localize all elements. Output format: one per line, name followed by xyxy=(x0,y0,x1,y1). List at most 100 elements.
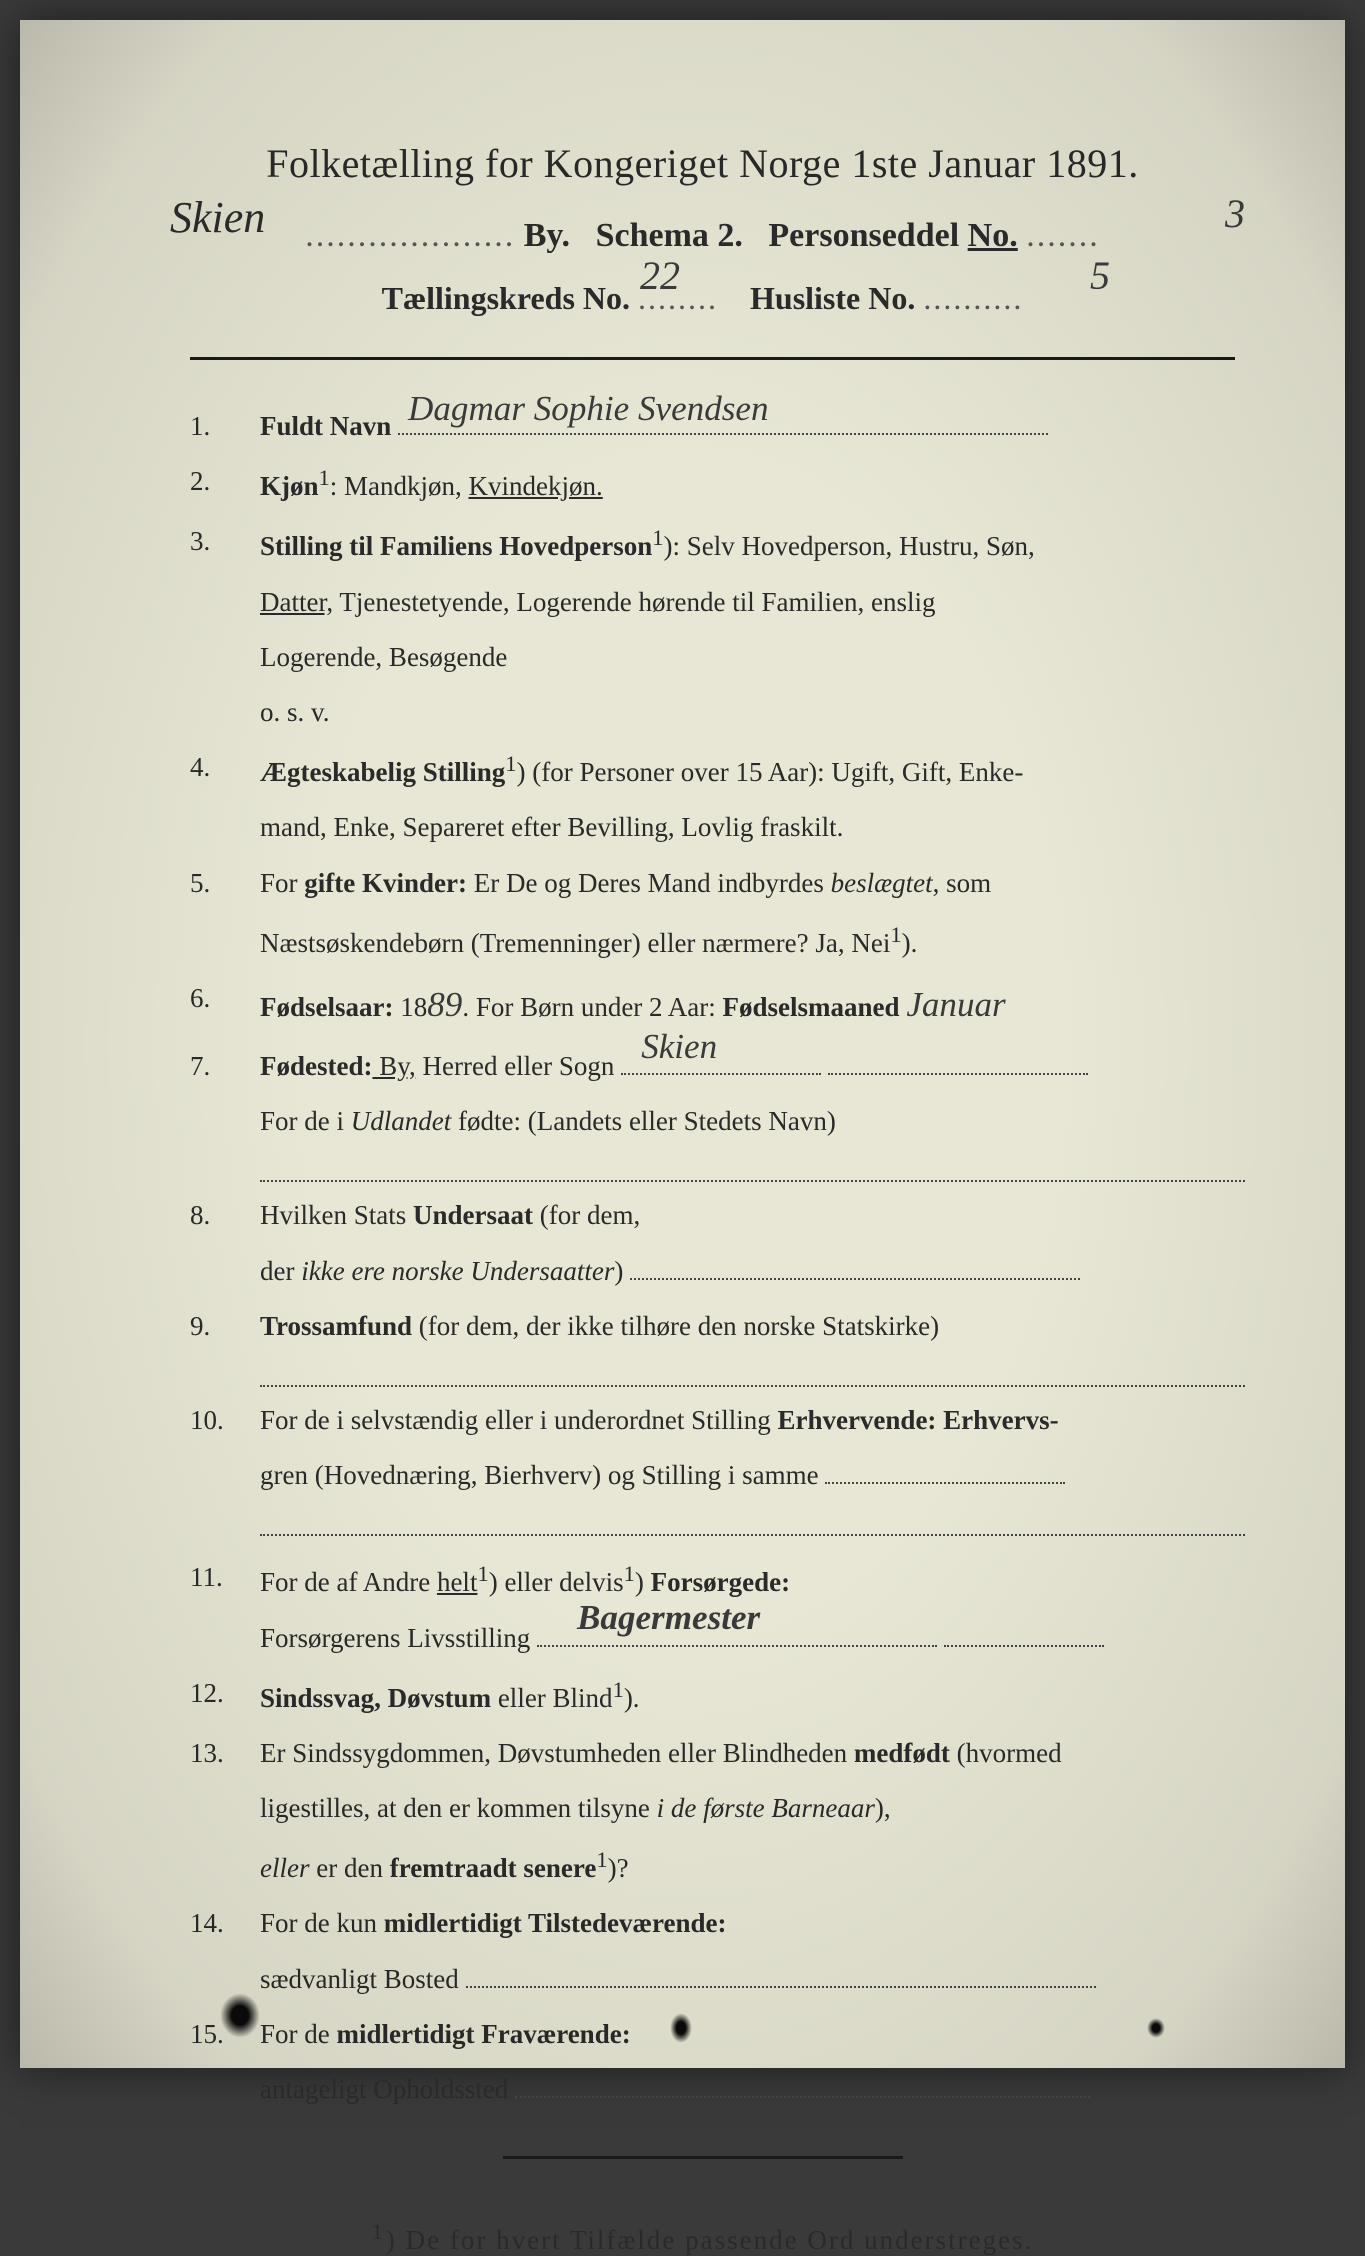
item-12: 12. Sindssvag, Døvstum eller Blind1). xyxy=(160,1672,1245,1720)
item-5-cont: Næstsøskendebørn (Tremenninger) eller næ… xyxy=(160,917,1245,965)
item-3-cont3: o. s. v. xyxy=(160,691,1245,734)
item-13-c: (hvormed xyxy=(950,1738,1062,1768)
item-5-text: For gifte Kvinder: Er De og Deres Mand i… xyxy=(260,862,1245,905)
item-10-num: 10. xyxy=(190,1399,260,1442)
item-7-line2c: fødte: (Landets eller Stedets Navn) xyxy=(451,1106,836,1136)
schema-label: Schema 2. xyxy=(596,217,743,254)
item-10-a: For de i selvstændig eller i underordnet… xyxy=(260,1405,777,1435)
item-13-a: Er Sindssygdommen, Døvstumheden eller Bl… xyxy=(260,1738,854,1768)
handwritten-husliste-no: 5 xyxy=(1090,252,1110,299)
item-8-2a: der xyxy=(260,1256,301,1286)
item-12-sup: 1 xyxy=(613,1677,624,1702)
item-11-sup2: 1 xyxy=(624,1561,635,1586)
handwritten-month: Januar xyxy=(906,977,1005,1033)
item-9-label: Trossamfund xyxy=(260,1311,412,1341)
footnote-sup: 1 xyxy=(372,2219,386,2244)
item-8-cont: der ikke ere norske Undersaatter) xyxy=(160,1250,1245,1293)
item-6-prefix: 18 xyxy=(393,992,427,1022)
item-14-num: 14. xyxy=(190,1902,260,1945)
item-7-line2a: For de i xyxy=(260,1106,351,1136)
item-3-datter: Datter, xyxy=(260,587,333,617)
dots-prefix: .................... xyxy=(305,217,515,254)
handwritten-city: Skien xyxy=(170,192,265,243)
item-14: 14. For de kun midlertidigt Tilstedevære… xyxy=(160,1902,1245,1945)
handwritten-kreds-no: 22 xyxy=(640,252,680,299)
dotted-line-10 xyxy=(260,1509,1245,1536)
paper-damage-2 xyxy=(670,2013,692,2043)
item-7: 7. Fødested: By, Herred eller Sogn Skien xyxy=(160,1045,1245,1088)
item-8-b: Undersaat xyxy=(413,1200,533,1230)
item-5-c: Er De og Deres Mand indbyrdes xyxy=(467,868,831,898)
item-12-num: 12. xyxy=(190,1672,260,1720)
item-11-b: helt xyxy=(437,1567,478,1597)
item-12-rest: eller Blind xyxy=(491,1683,612,1713)
item-7-num: 7. xyxy=(190,1045,260,1088)
item-4-num: 4. xyxy=(190,746,260,794)
item-4: 4. Ægteskabelig Stilling1) (for Personer… xyxy=(160,746,1245,794)
no-label: No. xyxy=(968,217,1018,254)
dots-husliste: .......... xyxy=(923,280,1023,316)
item-5-b: gifte Kvinder: xyxy=(304,868,467,898)
item-7-label: Fødested: xyxy=(260,1051,372,1081)
dotted-line-9 xyxy=(260,1360,1245,1387)
handwritten-occupation: Bagermester xyxy=(577,1590,760,1646)
item-10-text: For de i selvstændig eller i underordnet… xyxy=(260,1399,1245,1442)
item-3-line1: : Selv Hovedperson, Hustru, Søn, xyxy=(673,531,1035,561)
item-3-label: Stilling til Familiens Hovedperson xyxy=(260,531,652,561)
dots-suffix: ....... xyxy=(1026,217,1100,254)
item-2-rest: : Mandkjøn, xyxy=(330,471,469,501)
item-2-num: 2. xyxy=(190,460,260,508)
item-11-cont: Forsørgerens Livsstilling Bagermester xyxy=(160,1617,1245,1660)
item-8-c: (for dem, xyxy=(533,1200,640,1230)
item-13-cont2: eller er den fremtraadt senere1)? xyxy=(160,1842,1245,1890)
item-7-rest: Herred eller Sogn xyxy=(416,1051,615,1081)
item-12-label: Sindssvag, Døvstum xyxy=(260,1683,491,1713)
item-3-cont1: Datter, Tjenestetyende, Logerende hørend… xyxy=(160,581,1245,624)
husliste-label: Husliste No. xyxy=(750,280,915,316)
item-8-dotted xyxy=(630,1278,1080,1280)
item-13-2b: i de første Barneaar xyxy=(657,1793,875,1823)
item-15-dotted xyxy=(515,2096,1090,2098)
item-2-sup: 1 xyxy=(319,465,330,490)
item-8-num: 8. xyxy=(190,1194,260,1237)
item-6-label2: Fødselsmaaned xyxy=(723,992,900,1022)
item-9-dotted-line xyxy=(160,1360,1245,1387)
item-5-d: beslægtet xyxy=(831,868,933,898)
item-9-text: Trossamfund (for dem, der ikke tilhøre d… xyxy=(260,1305,1245,1348)
handwritten-name: Dagmar Sophie Svendsen xyxy=(408,381,768,437)
item-13-3a: eller xyxy=(260,1853,309,1883)
item-15-a: For de xyxy=(260,2019,337,2049)
item-9-num: 9. xyxy=(190,1305,260,1348)
item-5: 5. For gifte Kvinder: Er De og Deres Man… xyxy=(160,862,1245,905)
item-4-text: Ægteskabelig Stilling1) (for Personer ov… xyxy=(260,746,1245,794)
item-10-b: Erhvervende: Erhvervs- xyxy=(777,1405,1058,1435)
item-3-sup: 1 xyxy=(652,525,663,550)
item-7-cont: For de i Udlandet fødte: (Landets eller … xyxy=(160,1100,1245,1143)
item-14-cont: sædvanligt Bosted xyxy=(160,1958,1245,2001)
item-3-line2rest: Tjenestetyende, Logerende hørende til Fa… xyxy=(333,587,935,617)
item-9: 9. Trossamfund (for dem, der ikke tilhør… xyxy=(160,1305,1245,1348)
item-13-3d: )? xyxy=(608,1853,629,1883)
item-15: 15. For de midlertidigt Fraværende: xyxy=(160,2013,1245,2056)
item-5-line2b: ). xyxy=(902,928,918,958)
item-10: 10. For de i selvstændig eller i underor… xyxy=(160,1399,1245,1442)
item-5-sup: 1 xyxy=(890,922,901,947)
item-14-dotted xyxy=(466,1986,1096,1988)
item-5-e: , som xyxy=(933,868,992,898)
item-3: 3. Stilling til Familiens Hovedperson1):… xyxy=(160,520,1245,568)
item-11-a: For de af Andre xyxy=(260,1567,437,1597)
item-2-label: Kjøn xyxy=(260,471,319,501)
footnote-text: ) De for hvert Tilfælde passende Ord und… xyxy=(386,2225,1033,2255)
handwritten-birthplace: Skien xyxy=(641,1019,717,1075)
item-15-b: midlertidigt Fraværende: xyxy=(337,2019,631,2049)
item-12-text: Sindssvag, Døvstum eller Blind1). xyxy=(260,1672,1245,1720)
item-11-sup1: 1 xyxy=(477,1561,488,1586)
item-14-text: For de kun midlertidigt Tilstedeværende: xyxy=(260,1902,1245,1945)
item-7-by: By, xyxy=(372,1051,415,1081)
item-8-a: Hvilken Stats xyxy=(260,1200,413,1230)
item-1-text: Fuldt Navn Dagmar Sophie Svendsen xyxy=(260,405,1245,448)
item-5-num: 5. xyxy=(190,862,260,905)
item-6-num: 6. xyxy=(190,977,260,1033)
item-1: 1. Fuldt Navn Dagmar Sophie Svendsen xyxy=(160,405,1245,448)
handwritten-personseddel-no: 3 xyxy=(1225,190,1245,237)
